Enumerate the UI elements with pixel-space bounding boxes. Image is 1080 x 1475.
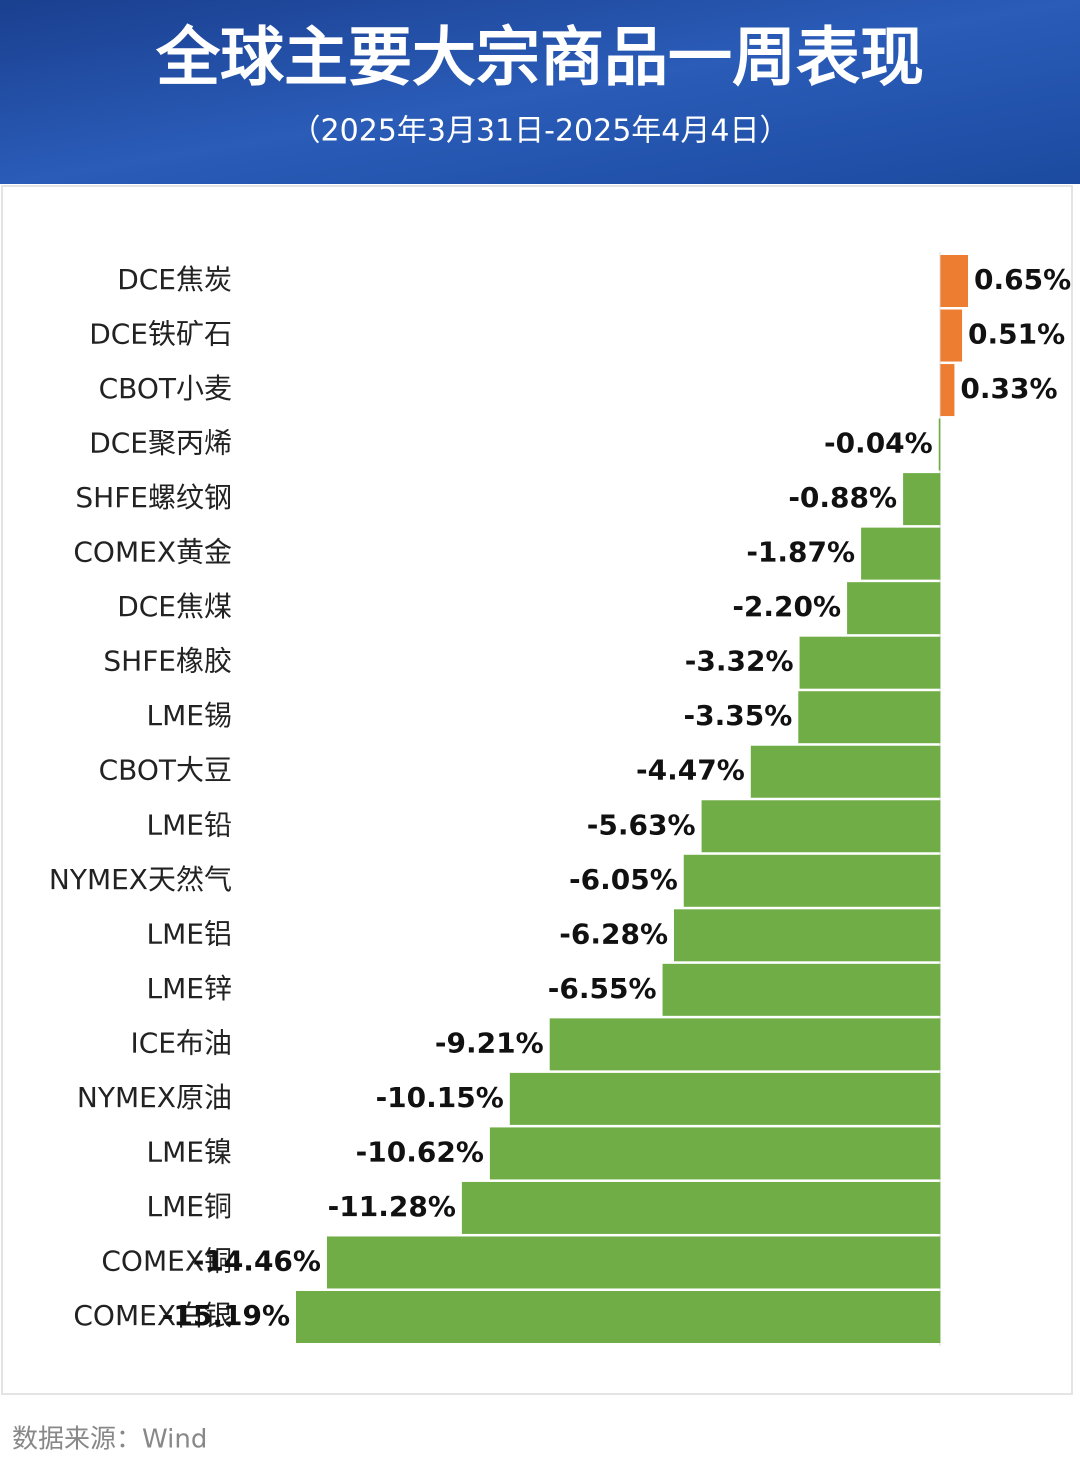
value-label: -6.55% [548, 972, 657, 1005]
category-label: ICE布油 [130, 1026, 232, 1059]
chart-title: 全球主要大宗商品一周表现 [155, 22, 924, 96]
category-label: LME锡 [147, 699, 232, 732]
category-label: NYMEX天然气 [49, 863, 232, 896]
value-label: -11.28% [328, 1190, 456, 1223]
bar [509, 1072, 941, 1125]
category-label: LME锌 [147, 972, 232, 1005]
category-label: COMEX黄金 [73, 536, 232, 569]
value-label: -3.32% [685, 645, 794, 678]
source-note: 数据来源：Wind [12, 1425, 207, 1455]
value-label: -0.04% [824, 427, 933, 460]
value-label: -4.47% [636, 754, 745, 787]
category-label: DCE焦炭 [117, 263, 232, 296]
category-label: SHFE螺纹钢 [75, 481, 232, 514]
bar [326, 1236, 941, 1289]
category-label: CBOT大豆 [99, 754, 232, 787]
category-label: SHFE橡胶 [103, 645, 232, 678]
category-label: CBOT小麦 [99, 372, 232, 405]
value-label: -10.62% [356, 1135, 484, 1168]
category-label: DCE焦煤 [117, 590, 232, 623]
value-label: -5.63% [587, 808, 696, 841]
value-label: 0.51% [968, 318, 1065, 351]
bar [701, 800, 941, 853]
value-label: -1.87% [746, 536, 855, 569]
value-label: 0.33% [960, 372, 1057, 405]
category-label: LME铅 [147, 808, 232, 841]
category-label: COMEX铜 [101, 1244, 232, 1277]
value-label: -10.15% [376, 1081, 504, 1114]
value-label: -15.19% [162, 1299, 290, 1332]
bar [903, 473, 941, 526]
bar [296, 1291, 941, 1343]
value-label: 0.65% [974, 263, 1071, 296]
bar [940, 309, 963, 362]
bar [938, 418, 941, 471]
bar [683, 854, 941, 907]
category-label: DCE聚丙烯 [89, 427, 232, 460]
bar [861, 527, 941, 580]
value-label: -14.46% [193, 1244, 321, 1277]
bar [847, 582, 941, 635]
category-label: LME铝 [147, 917, 232, 950]
value-label: -6.05% [569, 863, 678, 896]
chart-subtitle: （2025年3月31日-2025年4月4日） [291, 114, 790, 149]
value-label: -2.20% [732, 590, 841, 623]
value-label: -3.35% [684, 699, 793, 732]
category-label: LME铜 [147, 1190, 232, 1223]
bar [461, 1181, 941, 1234]
bar [940, 255, 968, 307]
category-label: NYMEX原油 [77, 1081, 232, 1114]
bar [489, 1127, 941, 1180]
category-label: COMEX白银 [73, 1299, 232, 1332]
bar [798, 691, 941, 744]
bar [674, 909, 941, 962]
bar [549, 1018, 941, 1071]
value-label: -0.88% [788, 481, 897, 514]
category-label: LME镍 [147, 1135, 232, 1168]
value-label: -6.28% [559, 917, 668, 950]
value-label: -9.21% [435, 1026, 544, 1059]
category-label: DCE铁矿石 [89, 318, 232, 351]
header-banner [0, 0, 1080, 184]
bar [662, 963, 941, 1016]
bar [750, 745, 941, 798]
bar [799, 636, 941, 689]
bar [940, 364, 955, 417]
